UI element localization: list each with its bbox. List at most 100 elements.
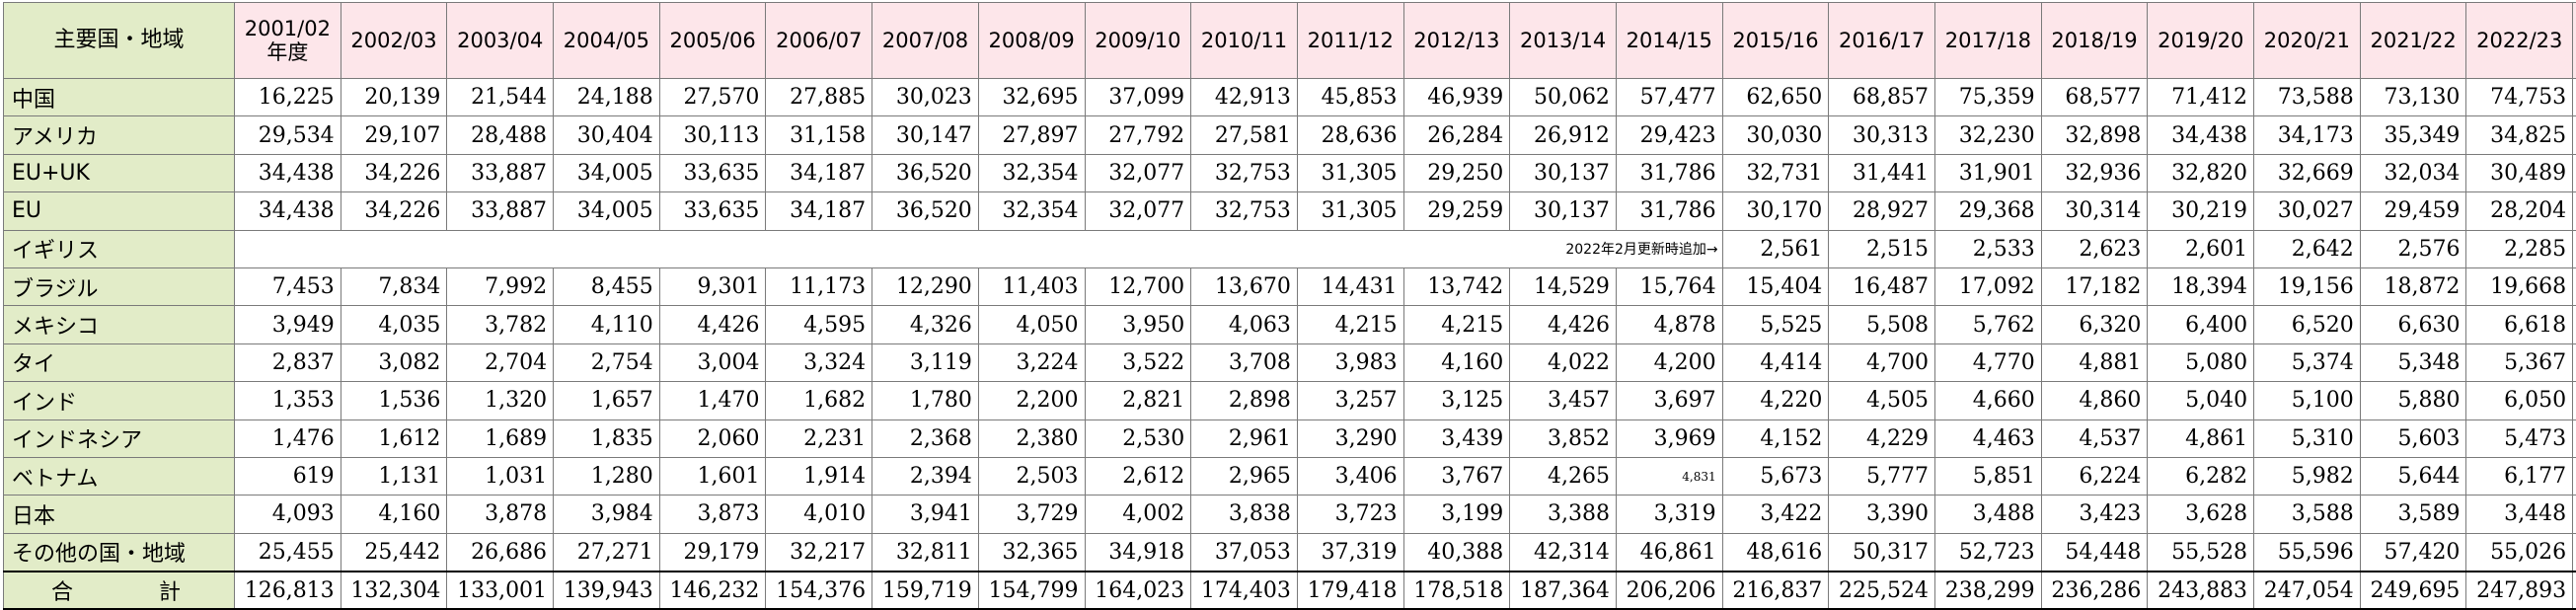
data-cell: 73,588 [2254,79,2361,116]
data-cell: 3,406 [1297,457,1403,495]
data-cell: 52,723 [1935,533,2042,572]
data-cell: 2,642 [2254,230,2361,267]
data-cell: 4,160 [1403,343,1510,381]
data-cell: 2,503 [978,457,1085,495]
data-cell: 74,753 [2466,79,2573,116]
data-cell: 29,107 [341,116,447,154]
data-cell: 15,404 [1722,267,1829,305]
data-cell: 3,588 [2254,496,2361,533]
data-cell: 3,723 [1297,496,1403,533]
data-cell: 32,365 [978,533,1085,572]
data-cell: 4,152 [1722,419,1829,457]
data-cell: 27,581 [1191,116,1298,154]
data-cell: 4,700 [1829,343,1935,381]
data-cell: 4,426 [659,306,766,343]
year-header: 2022/23 [2466,3,2573,79]
data-cell: 37,099 [1085,79,1191,116]
data-cell: 12,700 [1085,267,1191,305]
data-cell: 5,525 [1722,306,1829,343]
data-cell: 54,448 [2041,533,2148,572]
data-cell: 27,792 [1085,116,1191,154]
data-cell: 28,204 [2466,192,2573,230]
corner-header: 主要国・地域 [4,3,235,79]
data-cell: 32,669 [2254,154,2361,191]
data-cell: 164,023 [1085,572,1191,609]
year-header: 2006/07 [766,3,872,79]
data-cell: 34,226 [341,192,447,230]
data-cell: 32,230 [1935,116,2042,154]
data-cell: 28,488 [447,116,554,154]
data-cell: 16,487 [1829,267,1935,305]
data-cell: 21,544 [447,79,554,116]
data-cell: 3,324 [766,343,872,381]
data-cell: 25,455 [235,533,341,572]
data-cell: 30,137 [1510,154,1617,191]
data-cell: 26,284 [1403,116,1510,154]
data-cell: 4,463 [1935,419,2042,457]
data-cell: 4,831 [1616,457,1722,495]
year-label: 2010/11 [1201,29,1287,52]
year-header: 2009/10 [1085,3,1191,79]
data-cell: 37,053 [1191,533,1298,572]
data-cell: 3,319 [1616,496,1722,533]
data-cell: 225,524 [1829,572,1935,609]
data-cell: 4,265 [1510,457,1617,495]
data-cell: 30,137 [1510,192,1617,230]
data-cell: 133,001 [447,572,554,609]
data-cell: 2,533 [1935,230,2042,267]
data-cell: 249,695 [2360,572,2466,609]
data-cell: 27,570 [659,79,766,116]
data-cell: 13,742 [1403,267,1510,305]
data-cell: 3,949 [235,306,341,343]
data-cell: 1,612 [341,419,447,457]
data-cell: 18,872 [2360,267,2466,305]
data-cell: 3,119 [872,343,979,381]
data-cell: 4,505 [1829,382,1935,419]
row-label: メキシコ [4,306,235,343]
data-cell: 5,560 [2573,343,2576,381]
data-cell: 126,813 [235,572,341,609]
data-cell: 1,536 [341,382,447,419]
year-label: 2006/07 [776,29,862,52]
data-cell: 19,156 [2254,267,2361,305]
data-cell: 6,250 [2573,382,2576,419]
data-cell: 2,965 [1191,457,1298,495]
data-cell: 154,376 [766,572,872,609]
data-cell: 30,030 [1722,116,1829,154]
data-cell: 5,080 [2148,343,2254,381]
data-cell: 187,364 [1510,572,1617,609]
data-cell: 236,286 [2041,572,2148,609]
data-cell: 17,092 [1935,267,2042,305]
data-cell: 7,834 [341,267,447,305]
data-cell: 27,897 [978,116,1085,154]
data-cell: 5,880 [2360,382,2466,419]
data-cell: 2,704 [447,343,554,381]
year-header: 2018/19 [2041,3,2148,79]
data-cell: 1,914 [766,457,872,495]
year-label: 2007/08 [882,29,968,52]
data-cell: 5,673 [1722,457,1829,495]
year-header: 2016/17 [1829,3,1935,79]
data-cell: 33,635 [659,154,766,191]
year-label: 2008/09 [989,29,1075,52]
data-cell: 4,215 [1403,306,1510,343]
data-cell: 3,983 [1297,343,1403,381]
data-cell: 3,290 [1297,419,1403,457]
data-cell: 57,477 [1616,79,1722,116]
year-label: 2003/04 [457,29,543,52]
data-cell: 26,912 [1510,116,1617,154]
data-cell: 45,853 [1297,79,1403,116]
data-cell: 76,300 [2573,79,2576,116]
year-header: 2002/03 [341,3,447,79]
data-cell: 2,561 [1722,230,1829,267]
data-cell: 30,113 [659,116,766,154]
data-cell: 3,199 [1403,496,1510,533]
data-cell: 3,697 [1616,382,1722,419]
row-label: その他の国・地域 [4,533,235,572]
data-cell: 32,217 [766,533,872,572]
data-cell: 2,612 [1085,457,1191,495]
year-header: 2019/20 [2148,3,2254,79]
data-cell: 31,786 [1616,154,1722,191]
